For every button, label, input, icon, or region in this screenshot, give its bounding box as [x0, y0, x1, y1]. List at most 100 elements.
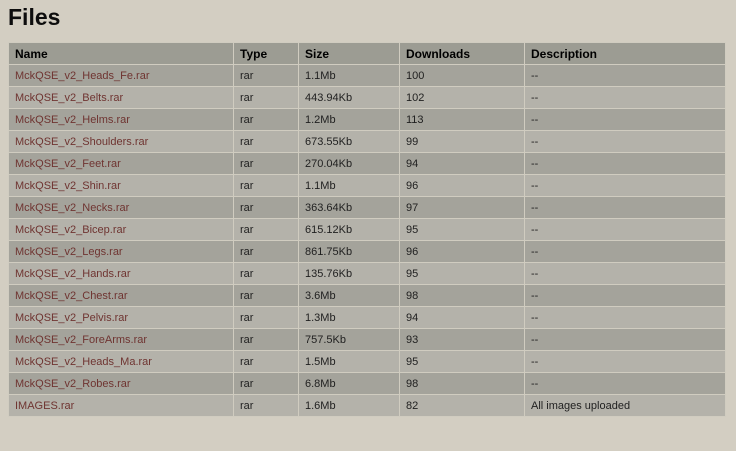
files-table-body: MckQSE_v2_Heads_Fe.rar rar 1.1Mb 100 -- MckQS… — [8, 64, 726, 417]
cell-description: -- — [524, 262, 726, 285]
page-title: Files — [8, 4, 61, 30]
table-row: MckQSE_v2_Bicep.rar rar 615.12Kb 95 -- — [8, 218, 726, 241]
cell-downloads: 98 — [399, 372, 525, 395]
cell-type: rar — [233, 306, 299, 329]
table-row: MckQSE_v2_Hands.rar rar 135.76Kb 95 -- — [8, 262, 726, 285]
cell-downloads: 96 — [399, 174, 525, 197]
cell-description: -- — [524, 350, 726, 373]
cell-type: rar — [233, 262, 299, 285]
column-header-name: Name — [8, 42, 234, 65]
cell-description: -- — [524, 174, 726, 197]
cell-size: 1.6Mb — [298, 394, 400, 417]
file-link[interactable]: MckQSE_v2_ForeArms.rar — [15, 333, 148, 346]
cell-description: -- — [524, 284, 726, 307]
file-link[interactable]: MckQSE_v2_Shin.rar — [15, 179, 121, 192]
file-link[interactable]: MckQSE_v2_Helms.rar — [15, 113, 130, 126]
cell-downloads: 100 — [399, 64, 525, 87]
cell-description: -- — [524, 372, 726, 395]
files-table: Name Type Size Downloads Description MckQSE_… — [8, 42, 726, 417]
cell-downloads: 95 — [399, 218, 525, 241]
column-header-type: Type — [233, 42, 299, 65]
cell-name: MckQSE_v2_Helms.rar — [8, 108, 234, 131]
cell-description: -- — [524, 86, 726, 109]
cell-size: 135.76Kb — [298, 262, 400, 285]
cell-size: 3.6Mb — [298, 284, 400, 307]
cell-downloads: 96 — [399, 240, 525, 263]
table-row: MckQSE_v2_Chest.rar rar 3.6Mb 98 -- — [8, 284, 726, 307]
table-row: MckQSE_v2_Shoulders.rar rar 673.55Kb 99 -- — [8, 130, 726, 153]
cell-downloads: 94 — [399, 152, 525, 175]
table-row: MckQSE_v2_Heads_Ma.rar rar 1.5Mb 95 -- — [8, 350, 726, 373]
cell-type: rar — [233, 196, 299, 219]
cell-size: 757.5Kb — [298, 328, 400, 351]
cell-name: MckQSE_v2_Bicep.rar — [8, 218, 234, 241]
cell-size: 1.2Mb — [298, 108, 400, 131]
cell-type: rar — [233, 328, 299, 351]
table-row: MckQSE_v2_Helms.rar rar 1.2Mb 113 -- — [8, 108, 726, 131]
cell-type: rar — [233, 284, 299, 307]
table-row: IMAGES.rar rar 1.6Mb 82 All images uploaded — [8, 394, 726, 417]
file-link[interactable]: MckQSE_v2_Legs.rar — [15, 245, 123, 258]
cell-type: rar — [233, 86, 299, 109]
cell-downloads: 113 — [399, 108, 525, 131]
cell-size: 1.5Mb — [298, 350, 400, 373]
cell-name: MckQSE_v2_Heads_Fe.rar — [8, 64, 234, 87]
cell-size: 673.55Kb — [298, 130, 400, 153]
cell-description: -- — [524, 196, 726, 219]
cell-downloads: 82 — [399, 394, 525, 417]
cell-type: rar — [233, 372, 299, 395]
header-row: Name Type Size Downloads Description — [8, 42, 726, 65]
table-row: MckQSE_v2_Pelvis.rar rar 1.3Mb 94 -- — [8, 306, 726, 329]
table-row: MckQSE_v2_Feet.rar rar 270.04Kb 94 -- — [8, 152, 726, 175]
cell-name: MckQSE_v2_Heads_Ma.rar — [8, 350, 234, 373]
cell-type: rar — [233, 240, 299, 263]
cell-name: MckQSE_v2_Pelvis.rar — [8, 306, 234, 329]
table-row: MckQSE_v2_ForeArms.rar rar 757.5Kb 93 -- — [8, 328, 726, 351]
file-link[interactable]: MckQSE_v2_Chest.rar — [15, 289, 128, 302]
cell-description: -- — [524, 152, 726, 175]
file-link[interactable]: MckQSE_v2_Pelvis.rar — [15, 311, 129, 324]
cell-type: rar — [233, 350, 299, 373]
cell-downloads: 95 — [399, 350, 525, 373]
cell-size: 1.1Mb — [298, 64, 400, 87]
file-link[interactable]: MckQSE_v2_Hands.rar — [15, 267, 131, 280]
cell-name: MckQSE_v2_Belts.rar — [8, 86, 234, 109]
file-link[interactable]: MckQSE_v2_Shoulders.rar — [15, 135, 149, 148]
cell-downloads: 97 — [399, 196, 525, 219]
file-link[interactable]: MckQSE_v2_Heads_Ma.rar — [15, 355, 152, 368]
cell-size: 861.75Kb — [298, 240, 400, 263]
file-link[interactable]: MckQSE_v2_Heads_Fe.rar — [15, 69, 150, 82]
column-header-size: Size — [298, 42, 400, 65]
cell-type: rar — [233, 64, 299, 87]
cell-type: rar — [233, 152, 299, 175]
cell-description: -- — [524, 108, 726, 131]
cell-type: rar — [233, 108, 299, 131]
cell-downloads: 94 — [399, 306, 525, 329]
cell-description: -- — [524, 130, 726, 153]
cell-name: MckQSE_v2_Necks.rar — [8, 196, 234, 219]
cell-downloads: 102 — [399, 86, 525, 109]
file-link[interactable]: MckQSE_v2_Bicep.rar — [15, 223, 127, 236]
file-link[interactable]: MckQSE_v2_Necks.rar — [15, 201, 130, 214]
cell-name: MckQSE_v2_Feet.rar — [8, 152, 234, 175]
table-row: MckQSE_v2_Shin.rar rar 1.1Mb 96 -- — [8, 174, 726, 197]
cell-name: MckQSE_v2_Shin.rar — [8, 174, 234, 197]
file-link[interactable]: MckQSE_v2_Belts.rar — [15, 91, 124, 104]
cell-name: IMAGES.rar — [8, 394, 234, 417]
cell-size: 270.04Kb — [298, 152, 400, 175]
column-header-description: Description — [524, 42, 726, 65]
cell-name: MckQSE_v2_Chest.rar — [8, 284, 234, 307]
cell-type: rar — [233, 394, 299, 417]
cell-description: -- — [524, 64, 726, 87]
cell-description: -- — [524, 306, 726, 329]
file-link[interactable]: MckQSE_v2_Robes.rar — [15, 377, 131, 390]
cell-downloads: 93 — [399, 328, 525, 351]
cell-size: 363.64Kb — [298, 196, 400, 219]
file-link[interactable]: IMAGES.rar — [15, 399, 75, 412]
cell-name: MckQSE_v2_Hands.rar — [8, 262, 234, 285]
table-row: MckQSE_v2_Belts.rar rar 443.94Kb 102 -- — [8, 86, 726, 109]
table-row: MckQSE_v2_Robes.rar rar 6.8Mb 98 -- — [8, 372, 726, 395]
table-row: MckQSE_v2_Necks.rar rar 363.64Kb 97 -- — [8, 196, 726, 219]
cell-name: MckQSE_v2_Robes.rar — [8, 372, 234, 395]
file-link[interactable]: MckQSE_v2_Feet.rar — [15, 157, 121, 170]
